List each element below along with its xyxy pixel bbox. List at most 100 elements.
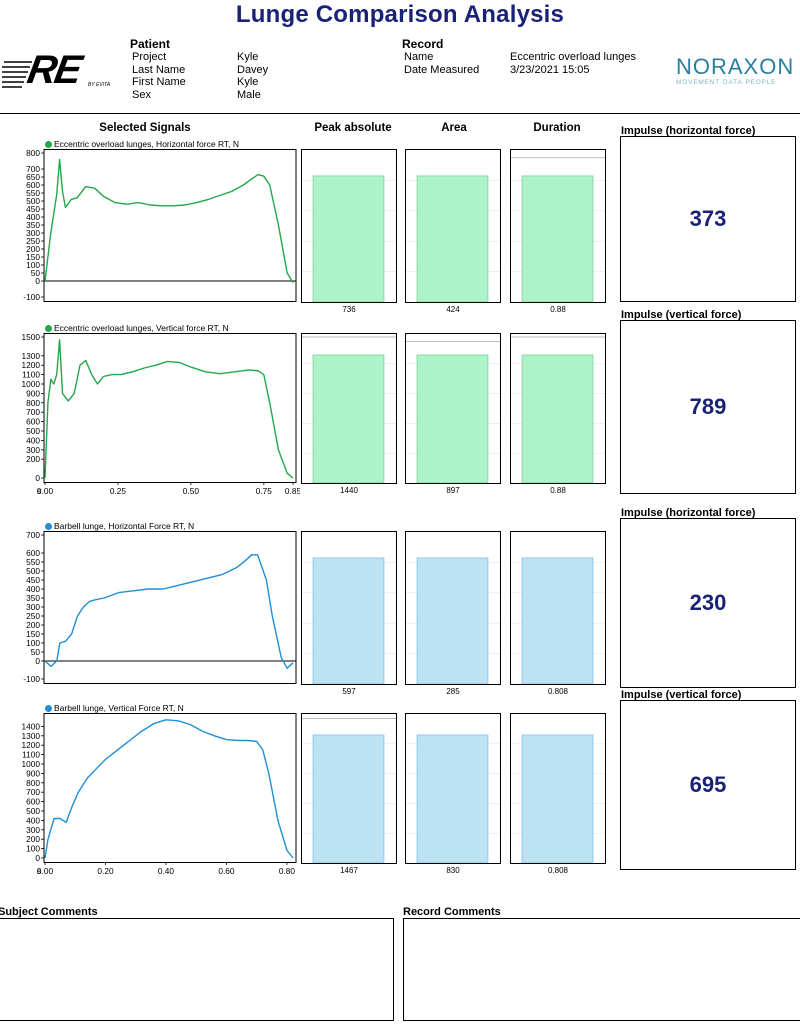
impulse-label: Impulse (horizontal force) [621,507,756,519]
bar-panel [510,531,606,685]
bar-chart [302,175,396,302]
plot-frame [43,713,297,863]
y-tick-label: 150 [26,629,40,639]
x-tick-label: 0.60 [218,866,235,876]
series-line [44,719,294,859]
bar-panel [405,713,501,864]
y-tick-label: 700 [26,531,40,540]
x-unit: s [37,866,41,876]
signal-label: Barbell lunge, Horizontal Force RT, N [45,521,194,531]
patient-label: Last Name [132,63,186,76]
x-tick-label: 0.40 [158,866,175,876]
y-tick-label: 1100 [22,370,40,380]
patient-labels: Project Last Name First Name Sex [132,51,186,101]
y-tick-label: 1500 [22,333,41,342]
signal-name: Eccentric overload lunges, Horizontal fo… [54,139,240,149]
y-tick-label: 1400 [22,721,41,731]
patient-value: Kyle [237,76,259,88]
patient-label: Project [132,51,167,63]
signal-name: Barbell lunge, Horizontal Force RT, N [54,521,195,531]
y-tick-label: 500 [26,566,40,576]
y-tick-label: 500 [26,426,40,436]
y-tick-label: 650 [26,172,40,182]
header-divider [0,113,800,114]
bar [416,557,489,684]
bar-value-label: 424 [446,305,460,314]
series-line [44,158,294,283]
signal-label: Barbell lunge, Vertical Force RT, N [45,703,184,713]
y-tick-label: 900 [26,388,40,398]
series-line [44,554,294,669]
y-tick-label: 300 [26,228,40,238]
y-tick-label: 700 [26,164,40,174]
signal-color-dot [45,705,52,712]
row-spacer [0,143,800,144]
bar-chart [302,717,396,863]
y-tick-label: -100 [23,674,40,684]
line-chart: 1400130012001100100090080070060050040030… [22,713,297,876]
y-tick-label: 1300 [22,351,41,361]
bar-value-label: 0.808 [547,866,569,875]
record-comments-box[interactable] [403,918,800,1021]
y-tick-label: 50 [31,268,41,278]
subject-comments-box[interactable] [0,918,394,1021]
record-label: Date Measured [404,63,480,76]
y-tick-label: 800 [26,149,40,158]
bar-chart [511,157,605,302]
y-tick-label: 400 [26,584,40,594]
plot-frame [43,531,297,684]
y-tick-label: 450 [26,575,40,585]
impulse-value: 789 [689,394,727,419]
record-value: Eccentric overload lunges [510,51,636,63]
impulse-label: Impulse (horizontal force) [621,125,756,137]
plot-frame [43,333,297,483]
re-logo-sub: BY EVITA [88,82,111,88]
x-tick-label: 0.20 [97,866,114,876]
row-spacer [0,705,800,706]
bar-value-label: 0.88 [550,305,566,314]
y-tick-label: 0 [35,656,40,666]
x-tick-label: 0.75 [256,486,273,496]
bar-chart [406,175,500,302]
subject-comments-title: Subject Comments [0,906,98,918]
bar [521,734,594,863]
y-tick-label: 500 [26,806,40,816]
bar-value-label: 897 [446,486,460,495]
bar [312,557,385,684]
row-spacer [0,898,800,899]
impulse-label: Impulse (vertical force) [621,309,742,321]
x-tick-label: 0.80 [279,866,296,876]
bar-chart [511,734,605,863]
line-chart: 1500 130012001100100090080070060050040030… [22,333,300,496]
y-tick-label: 500 [26,196,40,206]
x-tick-label: 0.00 [37,866,54,876]
bar-value-label: 830 [446,866,460,875]
signal-color-dot [45,523,52,530]
col-peak: Peak absolute [314,122,392,134]
y-tick-label: 400 [26,212,40,222]
patient-value: Kyle [237,51,259,63]
y-tick-label: 600 [26,797,40,807]
record-values: Eccentric overload lunges 3/23/2021 15:0… [510,51,636,76]
bar [312,734,385,863]
y-tick-label: 300 [26,602,40,612]
bar-value-label: 1440 [340,486,358,495]
y-tick-label: 800 [26,398,40,408]
y-tick-label: 100 [26,260,40,270]
x-tick-label: 0.25 [110,486,127,496]
bar-panel [301,333,397,484]
y-tick-label: 600 [26,180,40,190]
bar-value-label: 597 [342,687,356,696]
page-title: Lunge Comparison Analysis [235,1,565,28]
signal-color-dot [45,325,52,332]
bar [521,557,594,684]
patient-values: Kyle Davey Kyle Male [237,51,268,101]
y-tick-label: 550 [26,557,40,567]
y-tick-label: 1100 [22,750,40,760]
patient-label: Sex [132,88,151,101]
line-chart: 700600550500450400350300250200150100500-… [23,531,297,684]
impulse-box [620,518,796,688]
bar-chart [511,557,605,684]
col-area: Area [441,122,467,134]
y-tick-label: 200 [26,454,40,464]
